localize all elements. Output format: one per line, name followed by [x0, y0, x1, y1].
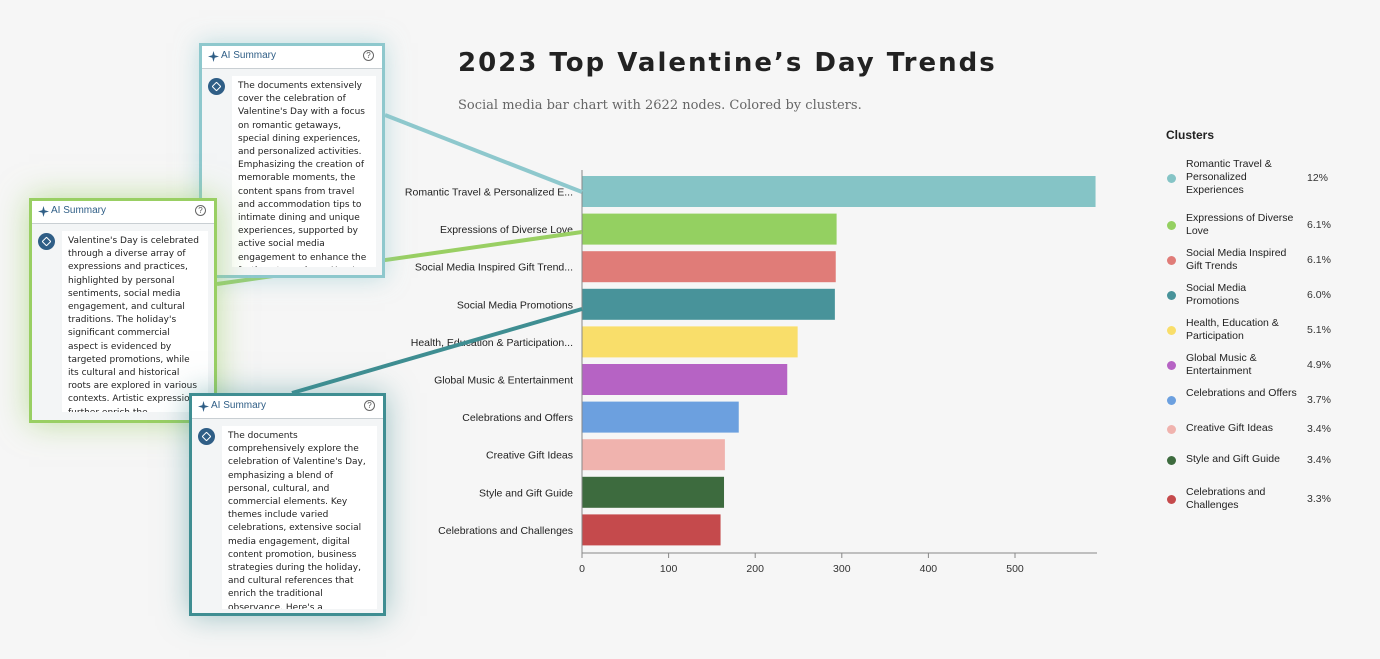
legend-value: 3.7%: [1307, 394, 1331, 406]
x-tick-label: 400: [920, 563, 938, 575]
ai-avatar-icon: [38, 233, 55, 250]
ai-summary-card-1: AI Summary ? The documents extensively c…: [199, 43, 385, 278]
legend-item[interactable]: Romantic Travel & Personalized Experienc…: [1152, 158, 1342, 197]
legend-label: Expressions of Diverse Love: [1186, 212, 1294, 237]
summary-text: The documents comprehensively explore th…: [222, 426, 377, 609]
category-label: Social Media Promotions: [457, 299, 573, 311]
bar[interactable]: [582, 514, 721, 546]
help-icon[interactable]: ?: [364, 400, 375, 411]
legend-label: Social Media Promotions: [1186, 282, 1247, 307]
legend-label: Creative Gift Ideas: [1186, 422, 1273, 434]
x-tick-label: 0: [579, 563, 585, 575]
legend-value: 3.4%: [1307, 453, 1331, 466]
sparkle-icon: [208, 51, 219, 62]
bar[interactable]: [582, 176, 1096, 207]
legend-value: 6.1%: [1307, 219, 1331, 231]
x-tick-label: 200: [746, 563, 764, 575]
help-icon[interactable]: ?: [363, 50, 374, 61]
legend-value: 6.1%: [1307, 254, 1331, 266]
summary-text: Valentine's Day is celebrated through a …: [62, 231, 208, 412]
legend-value: 3.4%: [1307, 422, 1331, 435]
help-icon[interactable]: ?: [195, 205, 206, 216]
ai-summary-card-3: AI Summary ? The documents comprehensive…: [189, 393, 386, 616]
sparkle-icon: [38, 206, 49, 217]
card-header: AI Summary ?: [202, 46, 382, 69]
bar[interactable]: [582, 439, 725, 471]
bar[interactable]: [582, 364, 788, 395]
bar[interactable]: [582, 401, 739, 433]
card-header: AI Summary ?: [32, 201, 214, 224]
bar[interactable]: [582, 288, 835, 320]
category-label: Expressions of Diverse Love: [440, 224, 573, 236]
x-tick-label: 500: [1006, 563, 1024, 575]
legend-item[interactable]: Style and Gift Guide 3.4%: [1152, 453, 1342, 466]
x-tick-label: 100: [660, 563, 678, 575]
card-header-label: AI Summary: [51, 205, 107, 216]
ai-summary-card-2: AI Summary ? Valentine's Day is celebrat…: [29, 198, 217, 423]
card-header-label: AI Summary: [221, 50, 277, 61]
legend-label: Health, Education & Participation: [1186, 317, 1279, 342]
legend-value: 12%: [1307, 171, 1329, 184]
category-label: Celebrations and Challenges: [438, 525, 573, 537]
legend-value: 6.0%: [1307, 289, 1331, 301]
legend-label: Global Music & Entertainment: [1186, 352, 1257, 377]
legend: Clusters Romantic Travel & Personalized …: [1152, 128, 1342, 511]
category-label: Creative Gift Ideas: [486, 450, 573, 462]
category-label: Global Music & Entertainment: [434, 375, 573, 387]
legend-value: 4.9%: [1307, 359, 1331, 371]
legend-value: 5.1%: [1307, 324, 1331, 336]
legend-item[interactable]: Social Media Inspired Gift Trends 6.1%: [1152, 247, 1342, 273]
category-label: Celebrations and Offers: [462, 412, 573, 424]
ai-avatar-icon: [208, 78, 225, 95]
legend-label: Social Media Inspired Gift Trends: [1186, 247, 1287, 272]
legend-item[interactable]: Celebrations and Offers 3.7%: [1152, 387, 1342, 413]
bar[interactable]: [582, 251, 836, 283]
legend-label: Celebrations and Offers: [1186, 387, 1297, 399]
sparkle-icon: [198, 401, 209, 412]
legend-item[interactable]: Health, Education & Participation 5.1%: [1152, 317, 1342, 343]
chart-subtitle: Social media bar chart with 2622 nodes. …: [458, 98, 862, 113]
legend-dot: [1167, 291, 1176, 300]
legend-dot: [1167, 396, 1176, 405]
card-header-label: AI Summary: [211, 400, 267, 411]
legend-value: 3.3%: [1307, 493, 1331, 505]
legend-label: Celebrations and Challenges: [1186, 486, 1266, 511]
ai-avatar-icon: [198, 428, 215, 445]
legend-dot: [1167, 495, 1176, 504]
legend-dot: [1167, 173, 1176, 183]
card-header: AI Summary ?: [192, 396, 383, 419]
category-label: Health, Education & Participation...: [411, 337, 573, 349]
legend-item[interactable]: Expressions of Diverse Love 6.1%: [1152, 212, 1342, 238]
category-label: Social Media Inspired Gift Trend...: [415, 262, 573, 274]
legend-dot: [1167, 221, 1176, 230]
category-label: Romantic Travel & Personalized E...: [405, 187, 573, 199]
legend-label: Style and Gift Guide: [1186, 453, 1280, 465]
legend-dot: [1167, 424, 1176, 434]
legend-item[interactable]: Creative Gift Ideas 3.4%: [1152, 422, 1342, 435]
legend-item[interactable]: Social Media Promotions 6.0%: [1152, 282, 1342, 308]
x-tick-label: 300: [833, 563, 851, 575]
legend-dot: [1167, 326, 1176, 335]
legend-title: Clusters: [1166, 128, 1215, 142]
legend-label: Romantic Travel & Personalized Experienc…: [1186, 158, 1272, 196]
bar[interactable]: [582, 326, 798, 358]
chart-title: 2023 Top Valentine’s Day Trends: [458, 48, 997, 78]
legend-item[interactable]: Celebrations and Challenges 3.3%: [1152, 486, 1342, 512]
summary-text: The documents extensively cover the cele…: [232, 76, 376, 267]
legend-dot: [1167, 256, 1176, 265]
bar[interactable]: [582, 213, 837, 245]
legend-item[interactable]: Global Music & Entertainment 4.9%: [1152, 352, 1342, 378]
category-label: Style and Gift Guide: [479, 487, 573, 499]
bar[interactable]: [582, 476, 725, 508]
legend-dot: [1167, 361, 1176, 370]
legend-dot: [1167, 455, 1176, 465]
